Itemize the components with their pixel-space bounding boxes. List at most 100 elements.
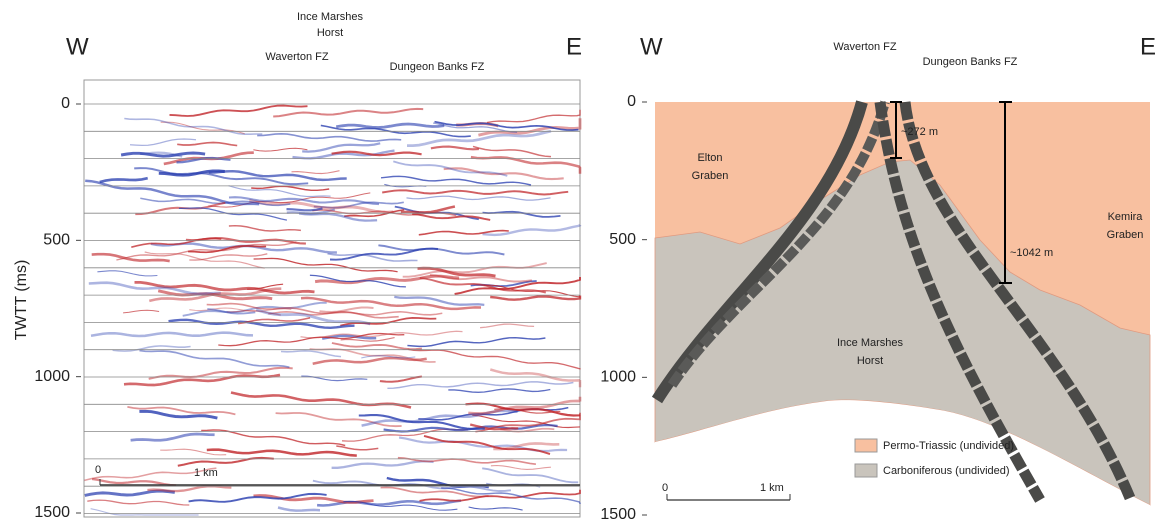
seismic-reflector	[480, 323, 535, 329]
seismic-reflector	[478, 118, 582, 137]
seismic-reflector	[331, 150, 422, 157]
seismic-reflector	[483, 284, 581, 299]
annotation: Horst	[317, 27, 343, 39]
y-tick-label: 500	[609, 231, 636, 248]
seismic-reflector	[419, 276, 547, 294]
seismic-reflector	[344, 209, 405, 218]
seismic-reflector	[257, 132, 402, 142]
annotation: Kemira	[1108, 211, 1144, 223]
seismic-reflector	[218, 332, 405, 347]
seismic-reflector	[134, 167, 309, 186]
y-tick-label: 1000	[600, 369, 636, 386]
annotation: Horst	[857, 355, 883, 367]
seismic-reflector	[84, 467, 217, 482]
seismic-reflector	[429, 273, 533, 283]
seismic-reflector	[475, 412, 581, 433]
seismic-reflector	[407, 348, 581, 370]
seismic-reflector	[247, 283, 284, 290]
seismic-reflector	[273, 107, 424, 118]
seismic-reflector	[448, 388, 551, 393]
thickness-label: ~1042 m	[1010, 247, 1053, 259]
annotation: Dungeon Banks FZ	[390, 61, 485, 73]
seismic-reflector	[482, 224, 582, 237]
annotation: Ince Marshes	[297, 11, 364, 23]
annotation: Waverton FZ	[833, 41, 896, 53]
seismic-reflector	[419, 489, 581, 502]
annotation: Graben	[1107, 229, 1144, 241]
annotation: Graben	[692, 170, 729, 182]
y-tick-label: 0	[61, 95, 70, 112]
seismic-reflector	[312, 479, 511, 492]
seismic-reflector	[418, 229, 509, 236]
seismic-reflector	[443, 167, 564, 181]
seismic-reflector	[182, 301, 327, 317]
seismic-reflector	[99, 176, 148, 184]
seismic-reflector	[160, 448, 227, 456]
interpretation-panel: W E Waverton FZ Dungeon Banks FZ Elton G…	[600, 33, 1156, 519]
scale-label: 1 km	[760, 482, 784, 494]
seismic-reflector	[140, 197, 291, 207]
seismic-reflector	[470, 155, 582, 174]
seismic-reflector	[407, 336, 546, 348]
seismic-reflector	[120, 151, 206, 158]
seismic-reflector	[139, 349, 290, 369]
seismic-reflector	[489, 368, 582, 388]
seismic-reflector	[309, 348, 436, 363]
seismic-reflector	[482, 467, 579, 484]
thickness-brackets	[890, 101, 1012, 284]
seismic-reflector	[189, 253, 268, 261]
seismic-reflector	[123, 309, 160, 314]
fault	[667, 100, 890, 388]
seismic-reflector	[441, 487, 581, 504]
seismic-reflector	[206, 448, 357, 457]
seismic-reflector	[253, 147, 308, 152]
seismic-reflector	[255, 308, 371, 326]
seismic-reflector	[313, 201, 404, 209]
seismic-reflector	[130, 432, 215, 442]
seismic-reflector	[85, 179, 260, 206]
seismic-reflector	[500, 427, 555, 433]
east-label: E	[1140, 33, 1156, 60]
seismic-reflector	[177, 141, 238, 147]
seismic-reflector	[91, 252, 170, 263]
seismic-reflector	[277, 506, 321, 512]
seismic-reflector	[469, 423, 519, 431]
annotation: Dungeon Banks FZ	[923, 56, 1018, 68]
seismic-reflector	[248, 198, 394, 214]
seismic-reflector	[314, 274, 460, 285]
seismic-reflector	[280, 350, 342, 358]
seismic-reflector	[226, 309, 281, 316]
seismic-reflector	[208, 169, 347, 182]
seismic-reflector	[331, 460, 434, 469]
seismic-reflector	[140, 151, 183, 158]
seismic-reflector	[309, 274, 406, 288]
annotation: Elton	[697, 152, 722, 164]
seismic-reflector	[148, 366, 293, 380]
seismic-reflector	[397, 456, 537, 466]
seismic-reflector	[84, 489, 175, 497]
seismic-reflector	[168, 318, 355, 330]
seismic-reflector	[331, 342, 422, 351]
seismic-reflector	[253, 494, 374, 504]
seismic-panel: W E Ince Marshes Horst Waverton FZ Dunge…	[13, 11, 582, 519]
seismic-reflector	[379, 375, 423, 383]
annotation: Ince Marshes	[837, 337, 904, 349]
seismic-reflector	[317, 499, 462, 507]
seismic-reflector	[434, 120, 579, 131]
seismic-reflector	[327, 252, 418, 262]
seismic-reflector	[407, 129, 552, 147]
y-tick-label: 1500	[600, 506, 636, 519]
seismic-reflector	[237, 317, 311, 325]
legend-label: Permo-Triassic (undivided)	[883, 440, 1014, 452]
y-axis-label: TWTT (ms)	[13, 260, 30, 341]
y-tick-label: 1000	[34, 368, 70, 385]
legend-swatch	[854, 463, 878, 478]
seismic-reflector	[116, 241, 297, 261]
seismic-reflector	[251, 185, 330, 192]
west-label: W	[640, 33, 663, 60]
seismic-reflector	[201, 429, 346, 447]
seismic-reflector	[336, 445, 379, 451]
seismic-reflector	[432, 122, 518, 133]
seismic-reflector	[361, 409, 518, 427]
